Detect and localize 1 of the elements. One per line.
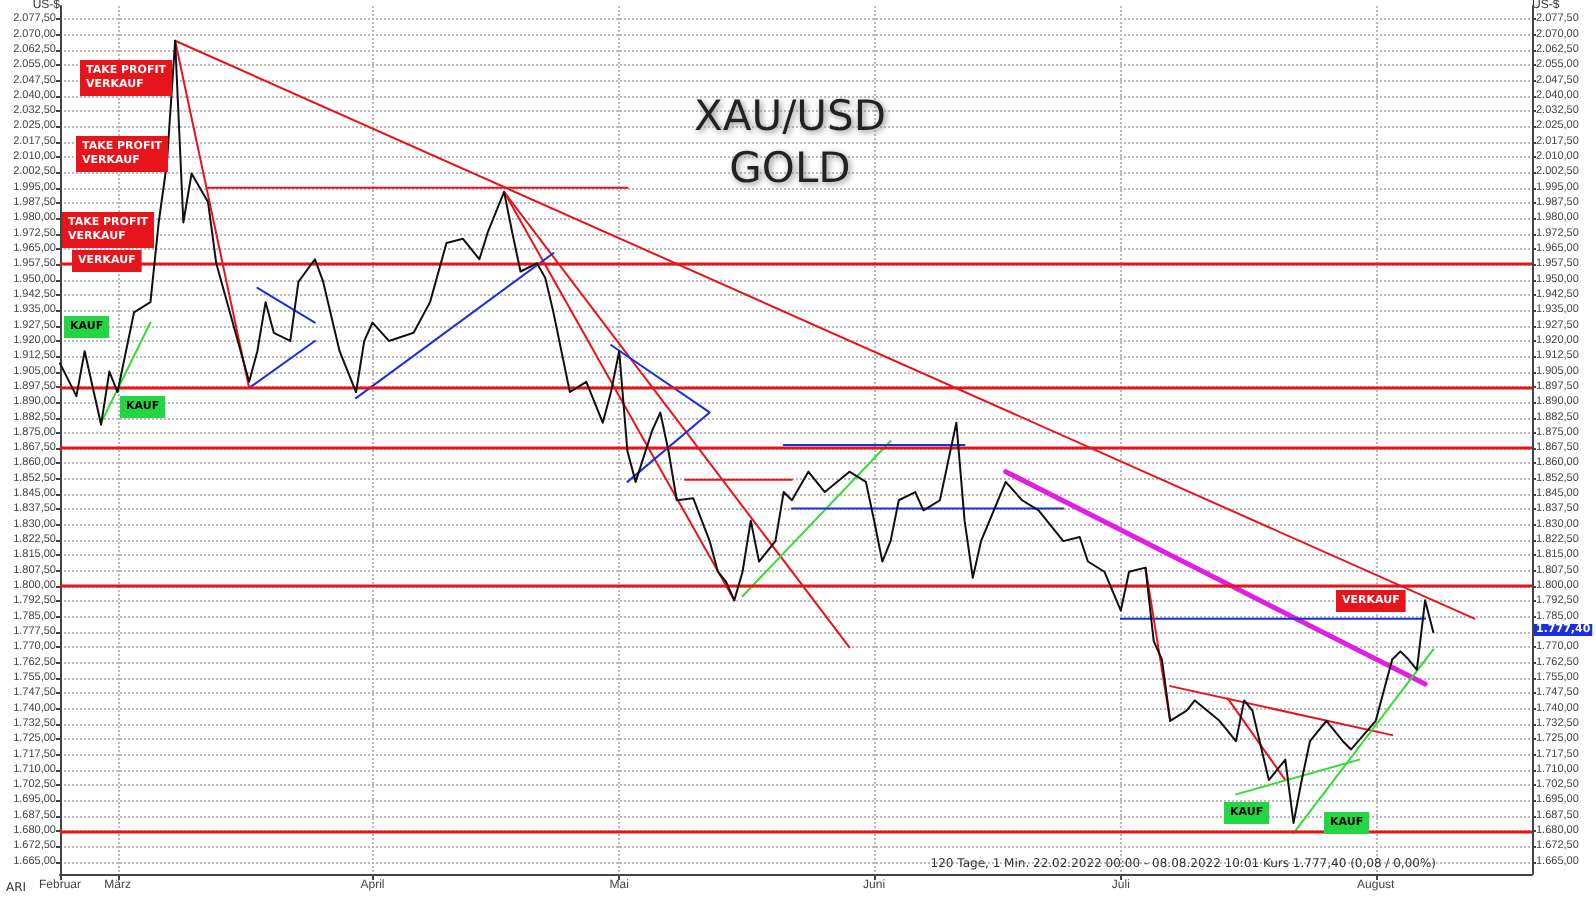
text: XAU/USD GOLD	[693, 92, 887, 192]
